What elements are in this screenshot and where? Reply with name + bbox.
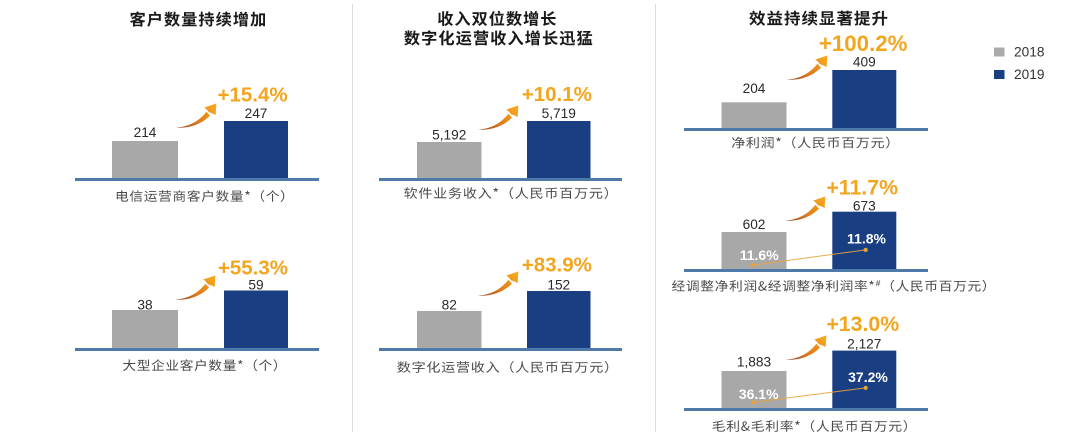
svg-text:152: 152 — [547, 277, 570, 292]
svg-text:11.8%: 11.8% — [847, 231, 886, 247]
svg-text:38: 38 — [137, 297, 153, 312]
svg-text:+55.3%: +55.3% — [218, 257, 288, 280]
svg-text:214: 214 — [134, 125, 157, 140]
svg-text:247: 247 — [245, 106, 268, 121]
svg-text:59: 59 — [248, 277, 263, 292]
svg-text:602: 602 — [743, 217, 766, 232]
svg-text:5,192: 5,192 — [432, 128, 466, 143]
svg-text:36.1%: 36.1% — [739, 386, 779, 402]
svg-text:673: 673 — [853, 198, 876, 213]
svg-text:11.6%: 11.6% — [740, 247, 779, 263]
svg-text:37.2%: 37.2% — [848, 369, 888, 385]
svg-text:409: 409 — [853, 55, 876, 70]
svg-text:1,883: 1,883 — [737, 355, 772, 370]
svg-text:204: 204 — [743, 81, 766, 96]
svg-text:+10.1%: +10.1% — [522, 83, 592, 106]
svg-text:2018: 2018 — [1014, 44, 1045, 59]
svg-text:82: 82 — [442, 297, 457, 312]
svg-text:+83.9%: +83.9% — [522, 254, 592, 277]
svg-text:2,127: 2,127 — [847, 336, 881, 351]
svg-text:2019: 2019 — [1014, 67, 1044, 82]
svg-text:+13.0%: +13.0% — [826, 312, 899, 336]
svg-text:+100.2%: +100.2% — [819, 31, 908, 56]
svg-text:5,719: 5,719 — [542, 106, 576, 121]
svg-text:+15.4%: +15.4% — [218, 84, 288, 107]
svg-text:+11.7%: +11.7% — [826, 176, 898, 200]
